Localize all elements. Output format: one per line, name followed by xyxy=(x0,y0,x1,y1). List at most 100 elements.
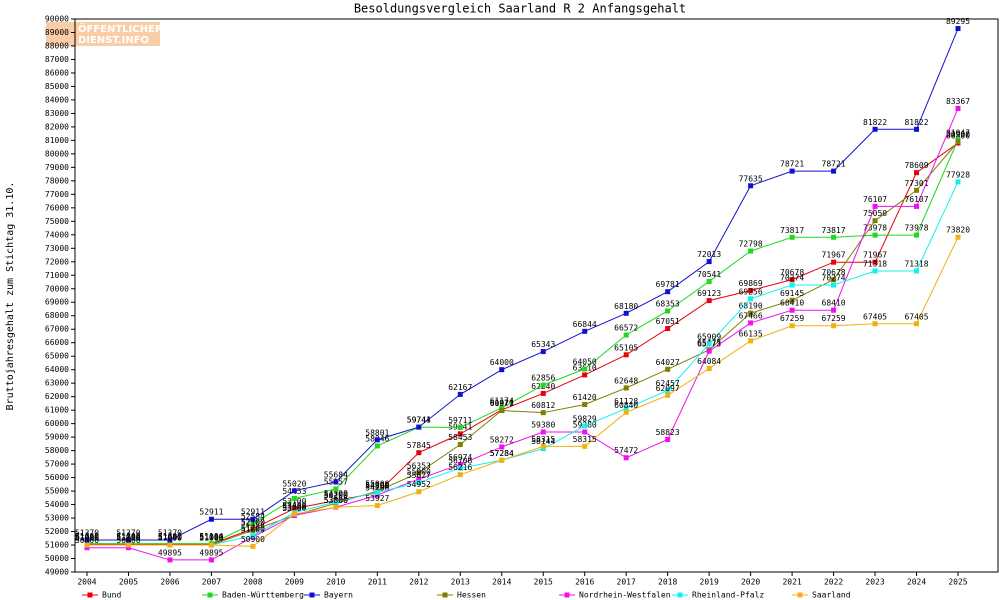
x-tick-label: 2009 xyxy=(285,578,304,587)
point xyxy=(582,366,588,372)
data-label: 55900 xyxy=(407,467,431,476)
data-label: 62856 xyxy=(531,374,555,383)
data-label: 53400 xyxy=(282,501,306,510)
logo-text: ÖFFENTLICHER xyxy=(78,21,163,35)
point xyxy=(250,527,256,533)
point xyxy=(416,450,422,456)
series-line xyxy=(87,142,959,545)
point xyxy=(208,542,214,548)
data-label: 69123 xyxy=(697,289,721,298)
data-label: 51000 xyxy=(116,534,140,543)
point xyxy=(748,288,754,294)
point xyxy=(789,168,795,174)
data-label: 55020 xyxy=(282,479,306,488)
point xyxy=(84,542,90,548)
x-tick-label: 2017 xyxy=(617,578,636,587)
data-label: 78721 xyxy=(780,160,804,169)
data-label: 73820 xyxy=(946,226,970,235)
legend-marker xyxy=(87,592,93,598)
data-label: 64027 xyxy=(656,358,680,367)
point xyxy=(291,488,297,494)
point xyxy=(831,323,837,329)
point xyxy=(540,443,546,449)
x-tick-label: 2012 xyxy=(409,578,428,587)
y-tick-label: 55000 xyxy=(45,487,69,496)
legend-label: Baden-Württemberg xyxy=(222,591,304,600)
data-label: 65343 xyxy=(531,340,555,349)
data-label: 65105 xyxy=(614,343,638,352)
point xyxy=(457,472,463,478)
y-tick-label: 58000 xyxy=(45,446,69,455)
y-tick-label: 77000 xyxy=(45,190,69,199)
y-tick-label: 50000 xyxy=(45,554,69,563)
data-label: 58823 xyxy=(656,428,680,437)
point xyxy=(789,323,795,329)
point xyxy=(457,391,463,397)
y-tick-label: 62000 xyxy=(45,392,69,401)
point xyxy=(416,489,422,495)
point xyxy=(748,320,754,326)
data-label: 51370 xyxy=(158,529,182,538)
point xyxy=(457,425,463,431)
data-label: 70678 xyxy=(822,268,846,277)
point xyxy=(914,268,920,274)
point xyxy=(789,282,795,288)
data-label: 51000 xyxy=(75,534,99,543)
y-tick-label: 51000 xyxy=(45,541,69,550)
point xyxy=(291,495,297,501)
point xyxy=(872,321,878,327)
point xyxy=(789,307,795,313)
point xyxy=(831,277,837,283)
point xyxy=(457,461,463,467)
point xyxy=(665,308,671,314)
logo: ÖFFENTLICHER DIENST.INFO xyxy=(46,21,163,46)
data-label: 53200 xyxy=(282,504,306,513)
point xyxy=(582,372,588,378)
x-tick-label: 2011 xyxy=(368,578,387,587)
data-label: 57284 xyxy=(490,449,514,458)
y-tick-label: 66000 xyxy=(45,338,69,347)
point xyxy=(416,424,422,430)
data-label: 51104 xyxy=(199,532,223,541)
x-tick-label: 2014 xyxy=(492,578,511,587)
y-tick-label: 53000 xyxy=(45,514,69,523)
point xyxy=(623,409,629,415)
point xyxy=(623,310,629,316)
legend-marker xyxy=(564,592,570,598)
data-label: 58272 xyxy=(490,435,514,444)
data-label: 54100 xyxy=(324,492,348,501)
data-label: 66844 xyxy=(573,320,597,329)
y-tick-label: 74000 xyxy=(45,230,69,239)
point xyxy=(623,405,629,411)
point xyxy=(831,307,837,313)
point xyxy=(125,542,131,548)
point xyxy=(706,348,712,354)
data-label: 51080 xyxy=(199,532,223,541)
point xyxy=(540,382,546,388)
point xyxy=(914,126,920,132)
point xyxy=(374,437,380,443)
series-line xyxy=(87,139,959,545)
point xyxy=(706,341,712,347)
data-label: 71967 xyxy=(863,251,887,260)
data-label: 52911 xyxy=(199,508,223,517)
data-label: 53927 xyxy=(365,494,389,503)
y-tick-label: 63000 xyxy=(45,379,69,388)
point xyxy=(748,183,754,189)
logo-box xyxy=(46,22,160,46)
point xyxy=(457,465,463,471)
point xyxy=(914,203,920,209)
legend-marker xyxy=(207,592,213,598)
data-label: 69145 xyxy=(780,289,804,298)
y-tick-label: 73000 xyxy=(45,244,69,253)
point xyxy=(125,537,131,543)
data-label: 59829 xyxy=(573,414,597,423)
data-label: 51000 xyxy=(75,534,99,543)
point xyxy=(914,321,920,327)
data-label: 67466 xyxy=(739,311,763,320)
data-label: 51080 xyxy=(116,532,140,541)
point xyxy=(914,232,920,238)
point xyxy=(84,545,90,551)
data-label: 51370 xyxy=(116,529,140,538)
